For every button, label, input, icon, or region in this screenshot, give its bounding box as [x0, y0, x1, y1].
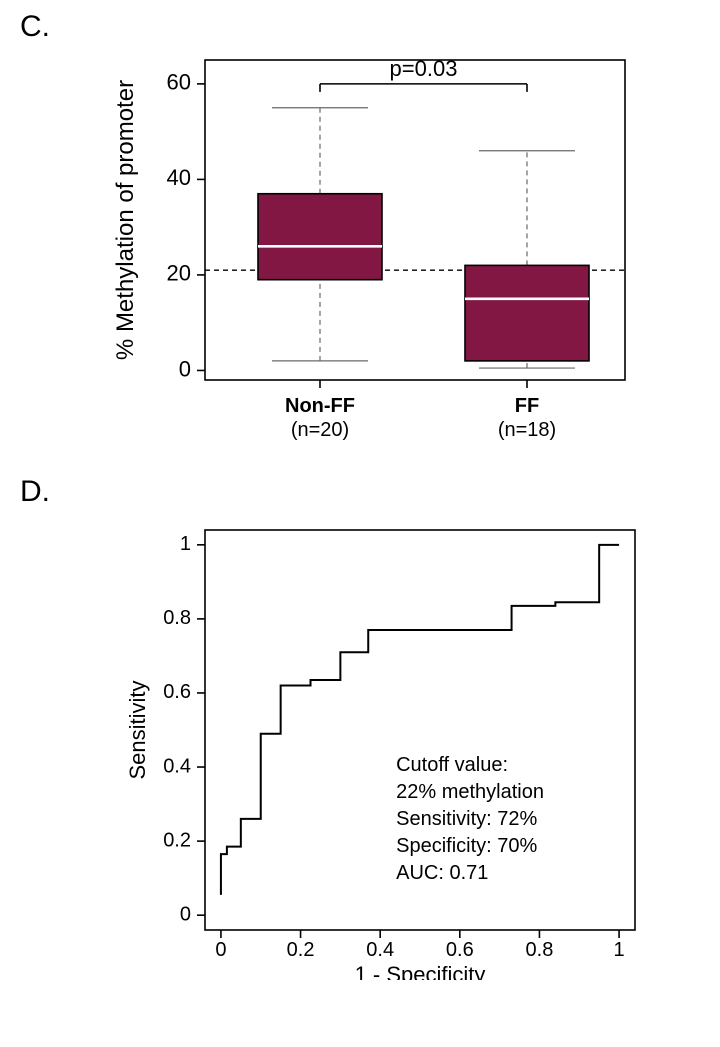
boxplot-xcat-ff-n: (n=18) [498, 419, 556, 441]
boxplot-xcat-nonff-n: (n=20) [291, 419, 349, 441]
roc-annot-line-2: Sensitivity: 72% [396, 806, 544, 833]
boxplot-svg: 0 20 40 60 % Methylation of promoter p=0.03 [85, 40, 645, 400]
roc-annot-line-4: AUC: 0.71 [396, 860, 544, 887]
boxplot-panel: 0 20 40 60 % Methylation of promoter p=0.03 [85, 40, 645, 400]
boxplot-xcat-ff-label: FF [515, 395, 539, 417]
svg-text:% Methylation of promoter: % Methylation of promoter [112, 80, 139, 360]
boxplot-xcat-ff: FF (n=18) [457, 394, 597, 442]
svg-text:0.6: 0.6 [163, 681, 191, 703]
svg-text:0.6: 0.6 [446, 939, 474, 961]
roc-panel: 0 0.2 0.4 0.6 0.8 1 0 0.2 0.4 0.6 0.8 1 Sensitivity 1… [105, 520, 665, 980]
svg-text:0.8: 0.8 [163, 607, 191, 629]
svg-text:20: 20 [167, 261, 191, 286]
svg-text:0: 0 [180, 903, 191, 925]
svg-text:1: 1 [614, 939, 625, 961]
svg-text:0: 0 [215, 939, 226, 961]
svg-text:1: 1 [180, 533, 191, 555]
roc-annotation: Cutoff value: 22% methylation Sensitivit… [396, 752, 544, 887]
svg-text:0.8: 0.8 [526, 939, 554, 961]
roc-annot-line-0: Cutoff value: [396, 752, 544, 779]
svg-text:60: 60 [167, 70, 191, 95]
panel-label-d: D. [20, 475, 50, 509]
svg-text:0.2: 0.2 [287, 939, 315, 961]
svg-text:0.2: 0.2 [163, 829, 191, 851]
svg-text:p=0.03: p=0.03 [390, 56, 458, 81]
svg-text:0.4: 0.4 [163, 755, 191, 777]
panel-label-c: C. [20, 10, 50, 44]
roc-svg: 0 0.2 0.4 0.6 0.8 1 0 0.2 0.4 0.6 0.8 1 Sensitivity 1… [105, 520, 665, 980]
roc-annot-line-1: 22% methylation [396, 779, 544, 806]
svg-text:1 - Specificity: 1 - Specificity [355, 962, 486, 980]
svg-text:0: 0 [179, 356, 191, 381]
boxplot-xcat-nonff-label: Non-FF [285, 395, 355, 417]
svg-text:40: 40 [167, 165, 191, 190]
boxplot-xcat-nonff: Non-FF (n=20) [250, 394, 390, 442]
svg-text:0.4: 0.4 [366, 939, 394, 961]
roc-annot-line-3: Specificity: 70% [396, 833, 544, 860]
svg-text:Sensitivity: Sensitivity [125, 680, 150, 779]
